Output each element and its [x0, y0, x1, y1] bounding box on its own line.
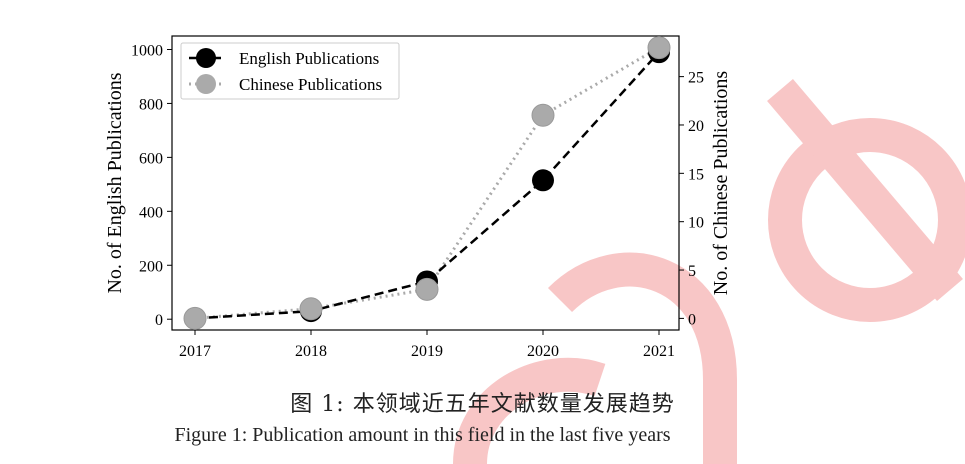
legend: English Publications Chinese Publication…	[180, 42, 400, 100]
x-tick-label: 2021	[643, 343, 675, 360]
y-tick-label: 200	[139, 258, 163, 275]
axis-layer: 2017 2018 2019 2020 2021 0 200 400 600 800 1000 0 5 1…	[131, 42, 704, 360]
y2-tick-label: 20	[688, 118, 704, 135]
legend-marker-english	[196, 48, 216, 68]
point-english-2020	[532, 169, 554, 192]
series-layer	[183, 36, 671, 330]
x-tick-label: 2018	[295, 343, 327, 360]
legend-label-english: English Publications	[239, 49, 379, 68]
y2-axis-label: No. of Chinese Publications	[710, 71, 732, 296]
y2-tick-label: 5	[688, 263, 696, 280]
plot-frame	[171, 35, 680, 331]
y-tick-label: 400	[139, 204, 163, 221]
legend-marker-chinese	[196, 74, 216, 94]
y-tick-label: 0	[155, 312, 163, 329]
x-tick-label: 2020	[527, 343, 559, 360]
y2-tick-label: 10	[688, 215, 704, 232]
point-chinese-2019	[415, 277, 439, 301]
y2-tick-label: 15	[688, 166, 704, 183]
y2-tick-label: 25	[688, 70, 704, 87]
y-tick-label: 800	[139, 96, 163, 113]
series-line-english	[194, 51, 660, 320]
caption-english: Figure 1: Publication amount in this fie…	[174, 424, 671, 446]
line-chart: 2017 2018 2019 2020 2021 0 200 400 600 800 1000 0 5 1…	[104, 35, 732, 360]
caption-chinese: 图 1: 本领域近五年文献数量发展趋势	[290, 392, 675, 417]
point-chinese-2021	[647, 36, 671, 60]
x-tick-label: 2017	[179, 343, 211, 360]
y-tick-label: 600	[139, 150, 163, 167]
y-tick-label: 1000	[131, 42, 163, 59]
y2-tick-label: 0	[688, 311, 696, 328]
legend-box	[180, 42, 400, 100]
legend-label-chinese: Chinese Publications	[239, 75, 382, 94]
point-chinese-2018	[299, 297, 323, 321]
point-chinese-2020	[531, 103, 555, 127]
point-chinese-2017	[183, 306, 207, 330]
y-axis-label: No. of English Publications	[104, 72, 126, 293]
x-tick-label: 2019	[411, 343, 443, 360]
